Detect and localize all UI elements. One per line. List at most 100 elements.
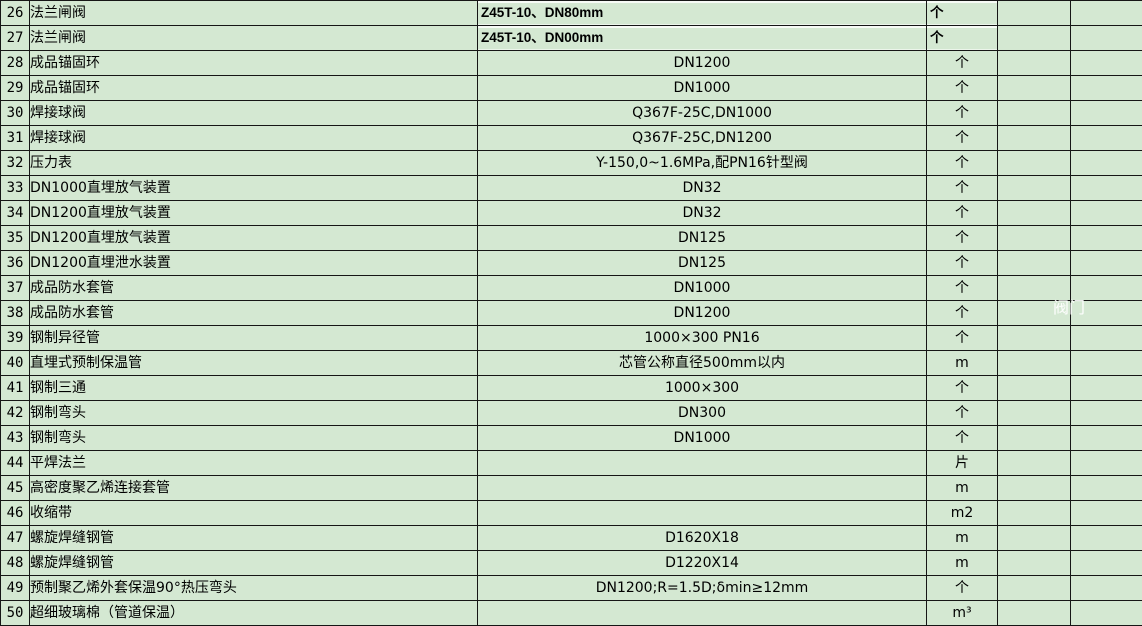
cell-extra-2[interactable] [1070,100,1142,126]
cell-extra-2[interactable] [1070,575,1142,601]
cell-extra-1[interactable] [997,600,1071,626]
cell-extra-1[interactable] [997,125,1071,151]
cell-unit[interactable]: 个 [926,250,998,276]
cell-item-name[interactable]: 钢制弯头 [29,400,478,426]
cell-unit[interactable]: m³ [926,600,998,626]
cell-extra-2[interactable] [1070,0,1142,26]
cell-spec[interactable]: Z45T-10、DN00mm [477,25,927,51]
cell-row-number[interactable]: 43 [0,425,30,451]
cell-item-name[interactable]: 法兰闸阀 [29,0,478,26]
cell-extra-2[interactable] [1070,525,1142,551]
cell-spec[interactable]: Y-150,0~1.6MPa,配PN16针型阀 [477,150,927,176]
cell-item-name[interactable]: 螺旋焊缝钢管 [29,525,478,551]
cell-unit[interactable]: 个 [926,50,998,76]
cell-unit[interactable]: m [926,350,998,376]
cell-row-number[interactable]: 34 [0,200,30,226]
cell-extra-1[interactable] [997,325,1071,351]
cell-spec[interactable]: DN1200 [477,50,927,76]
cell-extra-1[interactable] [997,575,1071,601]
cell-item-name[interactable]: DN1200直埋泄水装置 [29,250,478,276]
cell-extra-1[interactable] [997,550,1071,576]
cell-spec[interactable] [477,475,927,501]
cell-item-name[interactable]: 预制聚乙烯外套保温90°热压弯头 [29,575,478,601]
cell-spec[interactable]: 1000×300 PN16 [477,325,927,351]
cell-spec[interactable]: Q367F-25C,DN1200 [477,125,927,151]
cell-spec[interactable]: 芯管公称直径500mm以内 [477,350,927,376]
cell-unit[interactable]: m [926,475,998,501]
cell-spec[interactable]: D1620X18 [477,525,927,551]
cell-spec[interactable] [477,450,927,476]
cell-row-number[interactable]: 28 [0,50,30,76]
cell-extra-1[interactable] [997,0,1071,26]
cell-item-name[interactable]: 直埋式预制保温管 [29,350,478,376]
cell-extra-2[interactable] [1070,200,1142,226]
cell-row-number[interactable]: 32 [0,150,30,176]
cell-row-number[interactable]: 33 [0,175,30,201]
cell-unit[interactable]: 个 [926,275,998,301]
cell-item-name[interactable]: 成品防水套管 [29,300,478,326]
cell-item-name[interactable]: 成品锚固环 [29,75,478,101]
cell-extra-1[interactable] [997,450,1071,476]
cell-extra-2[interactable] [1070,275,1142,301]
cell-extra-1[interactable] [997,475,1071,501]
cell-item-name[interactable]: 钢制弯头 [29,425,478,451]
cell-extra-2[interactable] [1070,325,1142,351]
cell-unit[interactable]: 个 [926,100,998,126]
cell-row-number[interactable]: 47 [0,525,30,551]
cell-extra-1[interactable] [997,25,1071,51]
cell-extra-1[interactable] [997,500,1071,526]
cell-unit[interactable]: 个 [926,125,998,151]
cell-item-name[interactable]: 压力表 [29,150,478,176]
cell-unit[interactable]: 个 [926,150,998,176]
cell-extra-1[interactable] [997,525,1071,551]
cell-extra-1[interactable] [997,275,1071,301]
cell-item-name[interactable]: 焊接球阀 [29,100,478,126]
cell-unit[interactable]: 个 [926,75,998,101]
cell-spec[interactable]: DN1200;R=1.5D;δmin≥12mm [477,575,927,601]
cell-spec[interactable]: DN125 [477,250,927,276]
cell-unit[interactable]: 个 [926,375,998,401]
cell-extra-2[interactable] [1070,450,1142,476]
cell-unit[interactable]: 个 [926,0,998,26]
cell-row-number[interactable]: 42 [0,400,30,426]
cell-extra-2[interactable] [1070,50,1142,76]
cell-extra-2[interactable] [1070,550,1142,576]
cell-spec[interactable]: DN1000 [477,275,927,301]
cell-row-number[interactable]: 48 [0,550,30,576]
cell-row-number[interactable]: 37 [0,275,30,301]
cell-item-name[interactable]: 成品防水套管 [29,275,478,301]
cell-extra-1[interactable] [997,250,1071,276]
cell-item-name[interactable]: DN1000直埋放气装置 [29,175,478,201]
cell-row-number[interactable]: 29 [0,75,30,101]
cell-item-name[interactable]: 螺旋焊缝钢管 [29,550,478,576]
cell-row-number[interactable]: 31 [0,125,30,151]
cell-extra-2[interactable] [1070,400,1142,426]
cell-row-number[interactable]: 26 [0,0,30,26]
cell-item-name[interactable]: 成品锚固环 [29,50,478,76]
cell-extra-1[interactable] [997,225,1071,251]
cell-unit[interactable]: m2 [926,500,998,526]
cell-spec[interactable]: DN1000 [477,75,927,101]
cell-unit[interactable]: 个 [926,400,998,426]
cell-spec[interactable]: DN32 [477,175,927,201]
cell-extra-1[interactable] [997,400,1071,426]
cell-extra-2[interactable] [1070,225,1142,251]
cell-extra-1[interactable] [997,200,1071,226]
cell-extra-1[interactable] [997,375,1071,401]
cell-row-number[interactable]: 45 [0,475,30,501]
cell-unit[interactable]: 个 [926,225,998,251]
cell-item-name[interactable]: 钢制异径管 [29,325,478,351]
cell-row-number[interactable]: 49 [0,575,30,601]
cell-spec[interactable]: Z45T-10、DN80mm [477,0,927,26]
cell-unit[interactable]: 个 [926,425,998,451]
cell-extra-2[interactable] [1070,350,1142,376]
cell-unit[interactable]: m [926,550,998,576]
cell-row-number[interactable]: 30 [0,100,30,126]
cell-extra-1[interactable] [997,50,1071,76]
cell-extra-2[interactable] [1070,375,1142,401]
cell-row-number[interactable]: 35 [0,225,30,251]
cell-spec[interactable]: DN125 [477,225,927,251]
cell-spec[interactable]: 1000×300 [477,375,927,401]
cell-item-name[interactable]: 平焊法兰 [29,450,478,476]
cell-item-name[interactable]: DN1200直埋放气装置 [29,200,478,226]
